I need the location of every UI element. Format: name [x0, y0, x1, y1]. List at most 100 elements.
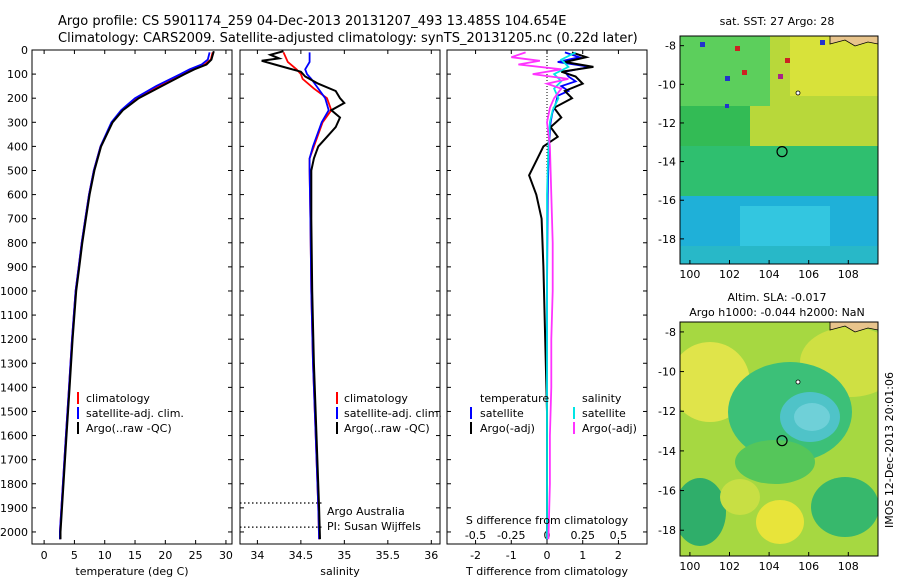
difference-legend: temperature satellite Argo(-adj) salinit… [470, 392, 637, 435]
depth-tick-label: 1400 [0, 381, 28, 394]
x-tick-label: 34 [250, 549, 264, 562]
legend-t-satellite: satellite [480, 407, 524, 420]
series-satellite-adj-clim [59, 52, 211, 540]
legend-temp-argo: Argo(..raw -QC) [86, 422, 172, 435]
legend-salinity-title: salinity [582, 392, 622, 405]
x-tick-label: 36 [424, 549, 438, 562]
depth-axis: 0 100 200 300 400 500 600 700 800 900 1000 1100 1200… [0, 44, 232, 539]
lat-tick-label: -18 [658, 233, 676, 246]
difference-series [511, 51, 594, 540]
x-tick-label: 10 [98, 549, 112, 562]
depth-tick-label: 300 [7, 116, 28, 129]
lat-tick-label: -8 [665, 326, 676, 339]
lon-tick-label: 100 [679, 560, 700, 573]
series-argo-raw-qc [261, 50, 346, 540]
depth-tick-label: 1300 [0, 357, 28, 370]
series-climatology [282, 52, 333, 540]
s-diff-tick-label: 0.25 [570, 529, 595, 542]
legend-s-satellite: satellite [582, 407, 626, 420]
depth-tick-label: 0 [21, 44, 28, 57]
s-difference-xlabel: S difference from climatology [466, 514, 629, 527]
temperature-x-axis: 0 5 10 15 20 25 30 [41, 50, 233, 562]
legend-sal-climatology: climatology [344, 392, 408, 405]
t-difference-xlabel: T difference from climatology [465, 565, 628, 578]
nearby-float-marker [795, 90, 801, 96]
sst-map-title: sat. SST: 27 Argo: 28 [720, 15, 835, 28]
depth-tick-label: 500 [7, 164, 28, 177]
series-climatology [59, 52, 214, 540]
sst-map-image [680, 36, 878, 264]
lon-tick-label: 102 [719, 268, 740, 281]
salinity-panel: 34 34.5 35 35.5 36 salinity climatology sate… [239, 49, 442, 578]
depth-tick-label: 1500 [0, 405, 28, 418]
x-tick-label: -2 [470, 549, 481, 562]
legend-temperature-title: temperature [480, 392, 549, 405]
temperature-xlabel: temperature (deg C) [75, 565, 188, 578]
sst-map: sat. SST: 27 Argo: 28 100 102 104 106 108 -8… [658, 15, 879, 281]
nearby-float-marker-sla [795, 379, 801, 385]
temperature-panel: 0100200300400500600700800900100011001200… [0, 44, 233, 578]
sst-map-lat-ticks: -8 -10 -12 -14 -16 -18 [658, 40, 684, 246]
salinity-x-axis: 34 34.5 35 35.5 36 [250, 50, 438, 562]
depth-tick-label: 2000 [0, 526, 28, 539]
lat-tick-label: -8 [665, 40, 676, 53]
depth-tick-label: 900 [7, 261, 28, 274]
legend-temp-climatology: climatology [86, 392, 150, 405]
float-location-marker [776, 146, 788, 158]
sla-map-lon-ticks: 100 102 104 106 108 [679, 552, 859, 573]
depth-tick-label: 1700 [0, 454, 28, 467]
sla-map-lat-ticks: -8 -10 -12 -14 -16 -18 [658, 326, 684, 537]
lat-tick-label: -16 [658, 485, 676, 498]
salinity-panel-frame [239, 49, 441, 545]
x-tick-label: 0 [544, 549, 551, 562]
depth-tick-label: 1000 [0, 285, 28, 298]
float-location-marker-sla [776, 435, 788, 447]
lon-tick-label: 106 [798, 268, 819, 281]
x-tick-label: 5 [71, 549, 78, 562]
lon-tick-label: 104 [759, 560, 780, 573]
sst-map-lon-ticks: 100 102 104 106 108 [679, 260, 859, 281]
depth-tick-label: 1900 [0, 502, 28, 515]
temperature-series [59, 50, 215, 540]
series-temperature-argo-adj [528, 51, 594, 540]
lon-tick-label: 108 [838, 560, 859, 573]
sla-map-image [680, 322, 878, 556]
sla-map: Altim. SLA: -0.017 Argo h1000: -0.044 h2… [658, 291, 879, 573]
depth-tick-label: 600 [7, 189, 28, 202]
imos-timestamp: IMOS 12-Dec-2013 20:01:06 [883, 372, 896, 528]
difference-depth-ticks [447, 49, 647, 533]
x-tick-label: 1 [579, 549, 586, 562]
series-salinity-argo-adj [511, 51, 569, 540]
lon-tick-label: 108 [838, 268, 859, 281]
difference-panel: -2 -1 0 1 2 -0.5 -0.25 0 0.25 0.5 T difference f… [446, 49, 648, 578]
salinity-depth-ticks [240, 49, 440, 533]
depth-tick-label: 1800 [0, 478, 28, 491]
sla-map-title1: Altim. SLA: -0.017 [727, 291, 826, 304]
salinity-series [261, 50, 346, 540]
lat-tick-label: -14 [658, 445, 676, 458]
salinity-xlabel: salinity [320, 565, 360, 578]
argo-australia-label: Argo Australia [327, 505, 405, 518]
lat-tick-label: -12 [658, 405, 676, 418]
legend-s-argo: Argo(-adj) [582, 422, 637, 435]
legend-t-argo: Argo(-adj) [480, 422, 535, 435]
x-tick-label: 35.5 [376, 549, 401, 562]
lon-tick-label: 102 [719, 560, 740, 573]
x-tick-label: 15 [128, 549, 142, 562]
depth-tick-label: 200 [7, 92, 28, 105]
lon-tick-label: 106 [798, 560, 819, 573]
series-salinity-satellite [546, 51, 577, 540]
series-argo-raw-qc [59, 50, 215, 540]
x-tick-label: 0 [41, 549, 48, 562]
figure-title-line1: Argo profile: CS 5901174_259 04-Dec-2013… [58, 14, 566, 29]
pi-label: PI: Susan Wijffels [327, 520, 421, 533]
x-tick-label: -1 [506, 549, 517, 562]
salinity-difference-axis: -0.5 -0.25 0 0.25 0.5 [465, 529, 627, 542]
x-tick-label: 25 [189, 549, 203, 562]
depth-tick-label: 1600 [0, 430, 28, 443]
lat-tick-label: -14 [658, 156, 676, 169]
x-tick-label: 35 [337, 549, 351, 562]
legend-sal-satellite: satellite-adj. clim. [344, 407, 442, 420]
x-tick-label: 30 [219, 549, 233, 562]
